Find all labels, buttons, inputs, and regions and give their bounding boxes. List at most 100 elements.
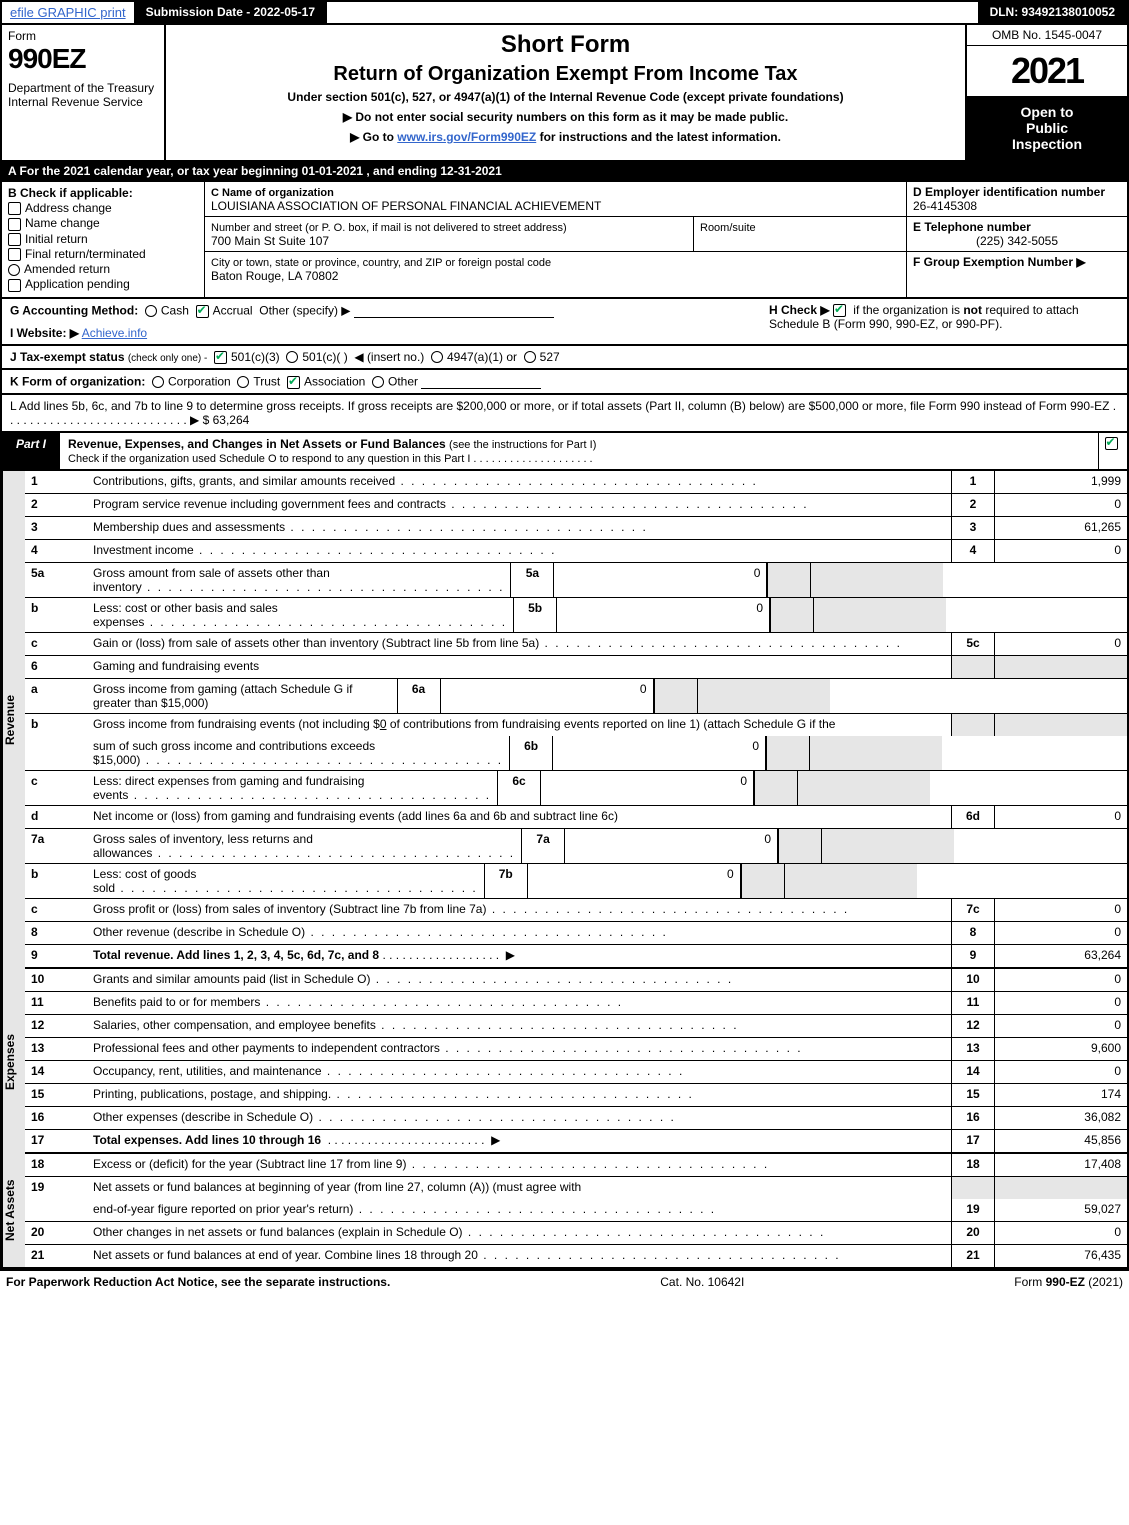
check-initial-return: Initial return — [8, 232, 198, 246]
radio-cash[interactable] — [145, 305, 157, 317]
tel-row: E Telephone number (225) 342-5055 — [907, 217, 1127, 252]
footer: For Paperwork Reduction Act Notice, see … — [0, 1269, 1129, 1293]
radio-corporation[interactable] — [152, 376, 164, 388]
row-l: L Add lines 5b, 6c, and 7b to line 9 to … — [0, 395, 1129, 433]
revenue-label: Revenue — [2, 471, 25, 969]
topbar: efile GRAPHIC print Submission Date - 20… — [0, 0, 1129, 25]
department: Department of the Treasury Internal Reve… — [8, 81, 158, 109]
check-name-change: Name change — [8, 216, 198, 230]
row-j: J Tax-exempt status (check only one) - 5… — [0, 346, 1129, 370]
part1-check-note: Check if the organization used Schedule … — [68, 453, 593, 465]
open-to-public: Open to Public Inspection — [967, 96, 1127, 160]
expenses-label: Expenses — [2, 969, 25, 1154]
checkbox-part1[interactable] — [1105, 437, 1118, 450]
checkbox-h[interactable] — [833, 304, 846, 317]
row-i: I Website: ▶ Achieve.info — [10, 326, 759, 340]
form-word: Form — [8, 29, 158, 43]
tax-exempt-label: J Tax-exempt status — [10, 350, 125, 364]
room-label: Room/suite — [700, 222, 756, 234]
checkbox-icon[interactable] — [8, 218, 21, 231]
efile-link[interactable]: efile GRAPHIC print — [10, 5, 126, 20]
street-cell: Number and street (or P. O. box, if mail… — [205, 217, 694, 251]
header-center: Short Form Return of Organization Exempt… — [166, 25, 965, 160]
irs-link[interactable]: www.irs.gov/Form990EZ — [397, 130, 536, 144]
street-label: Number and street (or P. O. box, if mail… — [211, 222, 567, 234]
room-cell: Room/suite — [694, 217, 906, 251]
line-6b-2: sum of such gross income and contributio… — [25, 736, 1127, 771]
line-6: 6 Gaming and fundraising events — [25, 656, 1127, 679]
section-def: D Employer identification number 26-4145… — [906, 182, 1127, 297]
line-11: 11 Benefits paid to or for members 11 0 — [25, 992, 1127, 1015]
radio-trust[interactable] — [237, 376, 249, 388]
group-exemption-label: F Group Exemption Number ▶ — [913, 255, 1086, 269]
org-name-row: C Name of organization LOUISIANA ASSOCIA… — [205, 182, 906, 217]
footer-paperwork: For Paperwork Reduction Act Notice, see … — [6, 1275, 390, 1289]
radio-icon[interactable] — [8, 264, 20, 276]
street-row: Number and street (or P. O. box, if mail… — [205, 217, 906, 252]
row-l-amount: $ 63,264 — [203, 413, 250, 427]
section-b: B Check if applicable: Address change Na… — [2, 182, 205, 297]
radio-4947[interactable] — [431, 351, 443, 363]
section-b-label: B Check if applicable: — [8, 186, 198, 200]
line-6d: d Net income or (loss) from gaming and f… — [25, 806, 1127, 829]
form-number: 990EZ — [8, 43, 158, 75]
street-value: 700 Main St Suite 107 — [211, 234, 329, 248]
note2-post: for instructions and the latest informat… — [536, 130, 781, 144]
radio-other[interactable] — [372, 376, 384, 388]
note-ssn: ▶ Do not enter social security numbers o… — [176, 110, 955, 124]
efile-cell: efile GRAPHIC print — [2, 2, 134, 23]
line-2: 2 Program service revenue including gove… — [25, 494, 1127, 517]
line-6a: a Gross income from gaming (attach Sched… — [25, 679, 1127, 714]
org-name-label: C Name of organization — [211, 187, 334, 199]
line-13: 13 Professional fees and other payments … — [25, 1038, 1127, 1061]
line-4: 4 Investment income 4 0 — [25, 540, 1127, 563]
checkbox-501c3[interactable] — [214, 351, 227, 364]
line-1: 1 Contributions, gifts, grants, and simi… — [25, 471, 1127, 494]
radio-527[interactable] — [524, 351, 536, 363]
checkbox-association[interactable] — [287, 376, 300, 389]
checkbox-icon[interactable] — [8, 202, 21, 215]
tax-exempt-sub: (check only one) - — [128, 353, 207, 364]
line-14: 14 Occupancy, rent, utilities, and maint… — [25, 1061, 1127, 1084]
row-gh: G Accounting Method: Cash Accrual Other … — [0, 299, 1129, 346]
header-block: Form 990EZ Department of the Treasury In… — [0, 25, 1129, 162]
radio-501c[interactable] — [286, 351, 298, 363]
line-7b: b Less: cost of goods sold 7b 0 — [25, 864, 1127, 899]
check-final-return: Final return/terminated — [8, 247, 198, 261]
line-6c: c Less: direct expenses from gaming and … — [25, 771, 1127, 806]
other-specify-field[interactable] — [354, 303, 554, 318]
line-7a: 7a Gross sales of inventory, less return… — [25, 829, 1127, 864]
row-l-text: L Add lines 5b, 6c, and 7b to line 9 to … — [10, 399, 1116, 427]
line-10: 10 Grants and similar amounts paid (list… — [25, 969, 1127, 992]
info-block: B Check if applicable: Address change Na… — [0, 182, 1129, 299]
checkbox-icon[interactable] — [8, 248, 21, 261]
net-assets-group: Net Assets 18 Excess or (deficit) for th… — [2, 1154, 1127, 1267]
checkbox-icon[interactable] — [8, 233, 21, 246]
checkbox-icon[interactable] — [8, 279, 21, 292]
checkbox-accrual[interactable] — [196, 305, 209, 318]
line-19b: end-of-year figure reported on prior yea… — [25, 1199, 1127, 1222]
note2-pre: ▶ Go to — [350, 130, 397, 144]
header-left: Form 990EZ Department of the Treasury In… — [2, 25, 166, 160]
line-5c: c Gain or (loss) from sale of assets oth… — [25, 633, 1127, 656]
expenses-body: 10 Grants and similar amounts paid (list… — [25, 969, 1127, 1154]
other-org-field[interactable] — [421, 374, 541, 389]
line-17: 17 Total expenses. Add lines 10 through … — [25, 1130, 1127, 1154]
tax-year: 2021 — [967, 46, 1127, 96]
website-link[interactable]: Achieve.info — [82, 326, 147, 340]
form-subtitle: Under section 501(c), 527, or 4947(a)(1)… — [176, 90, 955, 104]
ein-value: 26-4145308 — [913, 199, 977, 213]
line-12: 12 Salaries, other compensation, and emp… — [25, 1015, 1127, 1038]
form-title: Return of Organization Exempt From Incom… — [176, 63, 955, 86]
line-9: 9 Total revenue. Add lines 1, 2, 3, 4, 5… — [25, 945, 1127, 969]
note-goto: ▶ Go to www.irs.gov/Form990EZ for instru… — [176, 130, 955, 144]
line-7c: c Gross profit or (loss) from sales of i… — [25, 899, 1127, 922]
section-c: C Name of organization LOUISIANA ASSOCIA… — [205, 182, 906, 297]
check-address-change: Address change — [8, 201, 198, 215]
city-label: City or town, state or province, country… — [211, 257, 551, 269]
revenue-group: Revenue 1 Contributions, gifts, grants, … — [2, 471, 1127, 969]
line-15: 15 Printing, publications, postage, and … — [25, 1084, 1127, 1107]
omb-number: OMB No. 1545-0047 — [967, 25, 1127, 46]
row-a: A For the 2021 calendar year, or tax yea… — [0, 162, 1129, 182]
expenses-group: Expenses 10 Grants and similar amounts p… — [2, 969, 1127, 1154]
